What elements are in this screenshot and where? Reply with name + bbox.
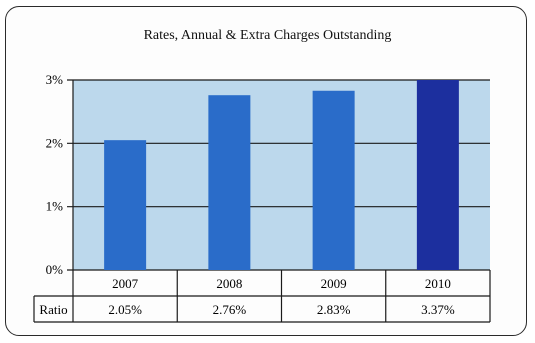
x-tick-label: 2010: [425, 276, 451, 291]
x-tick-label: 2007: [112, 276, 139, 291]
y-tick-label: 1%: [46, 199, 64, 214]
table-value-cell: 3.37%: [421, 302, 455, 317]
data-table: Ratio 2007 2.05% 2008 2.76% 2009 2.83% 2010 3.37…: [33, 270, 491, 323]
bar-2008: [208, 95, 251, 270]
table-value-cell: 2.76%: [213, 302, 247, 317]
bar-2010: [416, 80, 459, 270]
bar-2007: [104, 140, 147, 270]
table-value-cell: 2.83%: [317, 302, 351, 317]
x-tick-label: 2009: [321, 276, 347, 291]
chart-title: Rates, Annual & Extra Charges Outstandin…: [143, 28, 392, 43]
bars: [104, 80, 459, 271]
table-value-cell: 2.05%: [108, 302, 142, 317]
x-tick-label: 2008: [216, 276, 242, 291]
y-tick-label: 2%: [46, 135, 64, 150]
y-axis: 0% 1% 2% 3%: [46, 72, 74, 322]
y-tick-label: 0%: [46, 262, 64, 277]
bar-2009: [312, 90, 355, 271]
table-row-label: Ratio: [39, 302, 67, 317]
y-tick-label: 3%: [46, 72, 64, 87]
